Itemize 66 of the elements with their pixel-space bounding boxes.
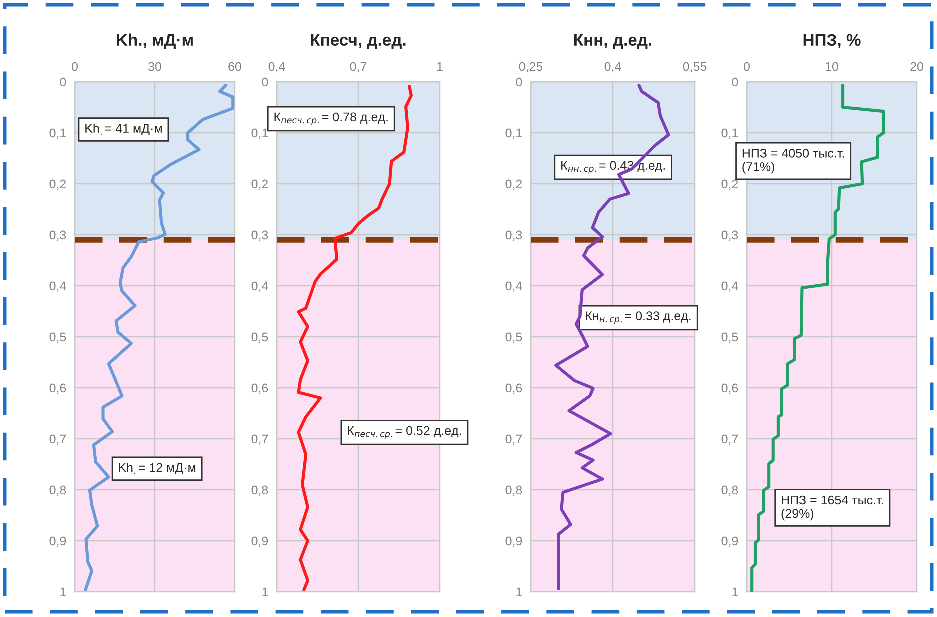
annotation: НПЗ = 1654 тыс.т. (29%) — [782, 496, 884, 521]
y-tick-label: 0,4 — [252, 282, 268, 292]
chart-title: НПЗ, % — [804, 34, 861, 48]
y-tick-label: 0,9 — [506, 536, 522, 548]
y-tick-label: 0,9 — [252, 536, 268, 548]
x-tick-label: 1 — [437, 62, 443, 72]
y-tick-label: 0,1 — [722, 128, 738, 140]
y-tick-label: 0,3 — [722, 230, 738, 242]
y-tick-label: 0,8 — [506, 486, 522, 496]
y-tick-label: 0,3 — [50, 230, 66, 242]
y-tick-label: 0,6 — [252, 384, 268, 394]
y-tick-label: 0,9 — [722, 536, 738, 548]
chart-title: Kh., мД·м — [117, 34, 193, 50]
y-tick-label: 1 — [60, 588, 66, 597]
y-tick-label: 1 — [262, 588, 268, 597]
x-tick-label: 30 — [148, 62, 162, 72]
y-tick-label: 0,6 — [722, 384, 738, 394]
y-tick-label: 0,2 — [252, 180, 268, 190]
y-tick-label: 0,8 — [50, 486, 66, 496]
y-tick-label: 0,1 — [506, 128, 522, 140]
y-tick-label: 1 — [732, 588, 738, 597]
x-tick-label: 0,55 — [683, 62, 707, 73]
annotation: НПЗ = 4050 тыс.т. (71%) — [742, 149, 844, 174]
chart-title: Кнн, д.ед. — [574, 34, 652, 50]
y-tick-label: 0 — [516, 78, 522, 87]
x-tick-label: 60 — [228, 62, 242, 72]
y-tick-label: 0 — [732, 78, 738, 87]
x-tick-label: 0,4 — [604, 62, 622, 73]
y-tick-label: 0,6 — [506, 384, 522, 394]
y-tick-label: 0,5 — [50, 332, 66, 344]
x-tick-label: 0,25 — [519, 62, 543, 73]
y-tick-label: 0,6 — [50, 384, 66, 394]
x-tick-label: 0 — [72, 62, 78, 72]
y-tick-label: 0,8 — [252, 486, 268, 496]
y-tick-label: 0 — [60, 78, 66, 87]
y-tick-label: 0,5 — [506, 332, 522, 344]
y-tick-label: 0,4 — [722, 282, 738, 292]
y-tick-label: 0,7 — [722, 434, 738, 446]
y-tick-label: 0,5 — [722, 332, 738, 344]
y-tick-label: 0,7 — [50, 434, 66, 446]
annotation: К$_{песч.ср.}$= 0.52 д.ед. — [348, 426, 462, 439]
y-tick-label: 0,8 — [722, 486, 738, 496]
y-tick-label: 0,4 — [506, 282, 522, 292]
x-tick-label: 20 — [910, 62, 924, 72]
y-tick-label: 0,3 — [252, 230, 268, 242]
annotation: К$_{песч.ср.}$= 0.78 д.ед. — [274, 112, 388, 126]
y-tick-label: 0,1 — [50, 128, 66, 140]
annotation: Кн$_{н.ср.}$= 0.33 д.ед. — [586, 312, 691, 324]
y-tick-label: 0,2 — [50, 180, 66, 190]
y-tick-label: 0 — [262, 78, 268, 87]
x-tick-label: 10 — [826, 62, 838, 72]
y-tick-label: 1 — [516, 588, 522, 597]
annotation: Kh$_{.}$= 41 мД·м — [86, 124, 162, 136]
y-tick-label: 0,3 — [506, 230, 522, 242]
y-tick-label: 0,2 — [722, 180, 738, 190]
annotation: Kh$_{.}$= 12 мД·м — [119, 462, 196, 475]
chart-title: Кпесч, д.ед. — [311, 34, 406, 50]
x-tick-label: 0,7 — [350, 62, 367, 73]
y-tick-label: 0,7 — [506, 434, 522, 446]
y-tick-label: 0,2 — [506, 180, 522, 190]
y-tick-label: 0,5 — [252, 332, 268, 344]
y-tick-label: 0,9 — [50, 536, 66, 548]
y-tick-label: 0,7 — [252, 434, 268, 446]
y-tick-label: 0,1 — [252, 128, 268, 140]
x-tick-label: 0 — [744, 62, 750, 72]
y-tick-label: 0,4 — [50, 282, 66, 292]
